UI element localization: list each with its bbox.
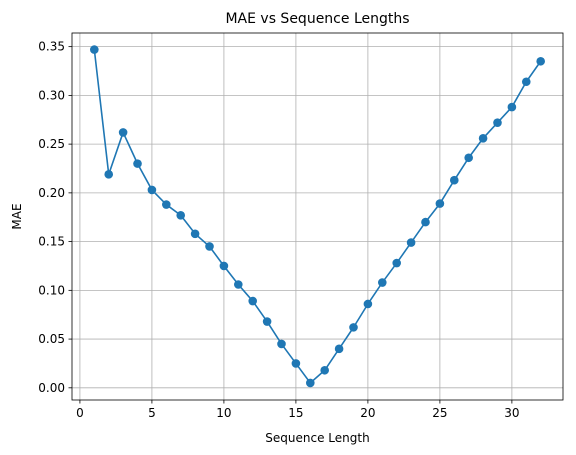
x-axis-label: Sequence Length [265, 431, 369, 445]
data-point [334, 344, 344, 354]
data-point [291, 359, 301, 368]
y-tick-label: 0.05 [38, 332, 65, 346]
x-tick-label: 15 [288, 406, 303, 420]
y-tick-label: 0.25 [38, 137, 65, 151]
data-point [162, 200, 171, 209]
y-tick-label: 0.10 [38, 283, 65, 297]
data-point [205, 242, 214, 251]
data-point [449, 175, 459, 185]
data-point [219, 261, 229, 271]
data-point [90, 45, 99, 54]
data-point [406, 238, 416, 247]
x-tick-label: 0 [76, 406, 84, 420]
data-point [349, 323, 358, 332]
y-tick-label: 0.30 [38, 88, 65, 102]
x-tick-label: 20 [360, 406, 375, 420]
data-point [377, 278, 387, 287]
y-tick-label: 0.15 [38, 235, 65, 249]
axis-ticks: 0 5 10 15 20 25 30 0.00 0.05 0.10 0.15 0.20 0.25 0.30… [38, 40, 519, 420]
data-point [507, 102, 517, 112]
data-point [234, 280, 243, 289]
chart-title: MAE vs Sequence Lengths [225, 11, 409, 27]
data-point [478, 133, 488, 143]
data-point [104, 170, 114, 179]
x-tick-label: 25 [432, 406, 447, 420]
data-point [262, 317, 272, 326]
data-point [521, 77, 531, 87]
data-point [147, 185, 157, 195]
y-tick-label: 0.00 [38, 381, 65, 395]
data-point [320, 365, 329, 375]
data-point [392, 258, 401, 268]
data-point [421, 217, 430, 227]
data-point [190, 229, 200, 239]
data-point [536, 56, 545, 66]
data-point [493, 118, 502, 127]
series-mae [90, 45, 545, 388]
data-point [133, 159, 142, 168]
data-point [464, 153, 473, 163]
data-point [435, 199, 445, 208]
data-point [248, 296, 258, 306]
x-tick-label: 5 [148, 406, 156, 420]
y-axis-label: MAE [10, 203, 24, 229]
x-tick-label: 10 [216, 406, 231, 420]
plot-area-frame [71, 32, 564, 401]
data-point [176, 210, 186, 220]
data-point [363, 299, 373, 309]
y-tick-label: 0.35 [38, 40, 65, 54]
data-point [277, 339, 286, 349]
y-tick-label: 0.20 [38, 186, 65, 200]
data-point [118, 128, 128, 137]
data-point [306, 378, 315, 388]
x-tick-label: 30 [504, 406, 519, 420]
